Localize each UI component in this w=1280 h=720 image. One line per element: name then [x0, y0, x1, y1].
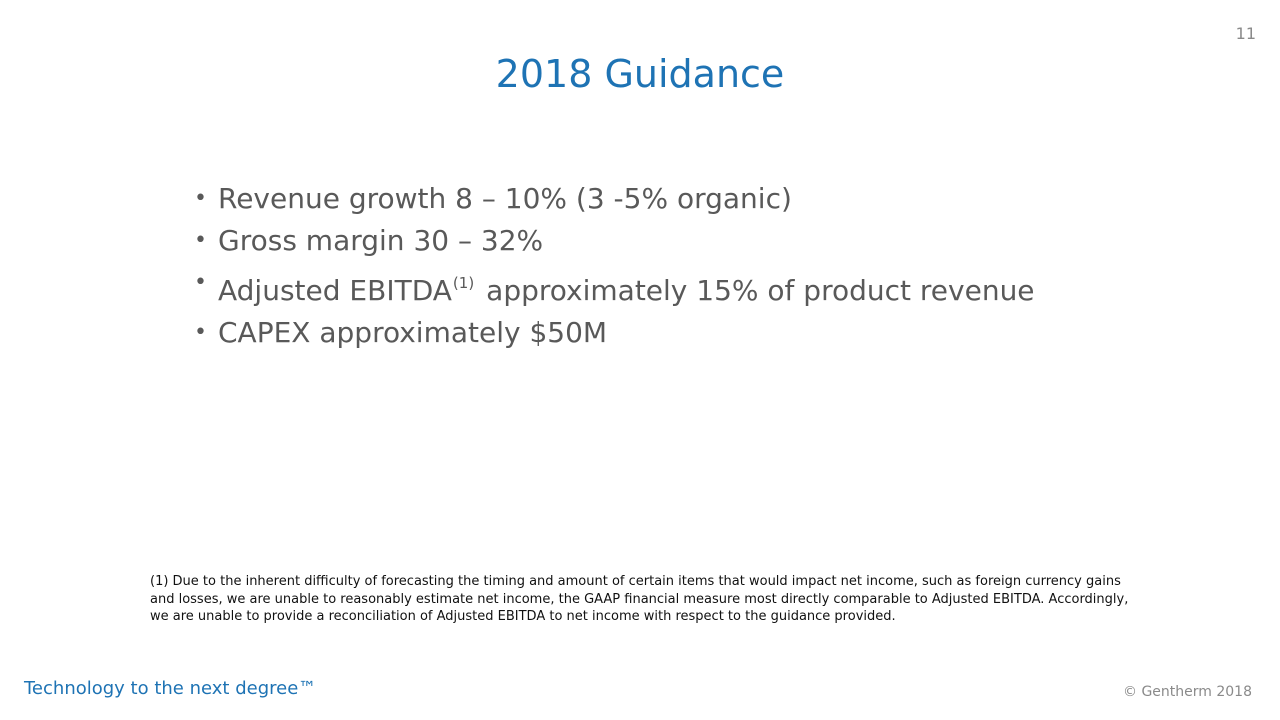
- bullet-text: CAPEX approximately $50M: [218, 316, 608, 349]
- page-number: 11: [1235, 24, 1256, 43]
- bullet-icon: •: [194, 228, 207, 253]
- bullet-text: Gross margin 30 – 32%: [218, 224, 544, 257]
- bullet-text: Revenue growth 8 – 10% (3 -5% organic): [218, 182, 792, 215]
- bullet-revenue-growth: • Revenue growth 8 – 10% (3 -5% organic): [190, 178, 1035, 220]
- bullet-list: • Revenue growth 8 – 10% (3 -5% organic)…: [190, 178, 1035, 354]
- bullet-capex: • CAPEX approximately $50M: [190, 312, 1035, 354]
- bullet-adjusted-ebitda: • Adjusted EBITDA(1) approximately 15% of…: [190, 262, 1035, 312]
- bullet-icon: •: [194, 186, 207, 211]
- copyright: © Gentherm 2018: [1123, 684, 1252, 700]
- tagline: Technology to the next degree™: [24, 678, 317, 699]
- bullet-icon: •: [194, 320, 207, 345]
- bullet-gross-margin: • Gross margin 30 – 32%: [190, 220, 1035, 262]
- bullet-text-after: approximately 15% of product revenue: [486, 274, 1035, 307]
- bullet-text-before: Adjusted EBITDA: [218, 274, 452, 307]
- footnote-reference: (1): [452, 274, 475, 292]
- bullet-icon: •: [194, 270, 207, 295]
- footnote: (1) Due to the inherent difficulty of fo…: [150, 574, 1129, 624]
- slide-title: 2018 Guidance: [495, 52, 785, 96]
